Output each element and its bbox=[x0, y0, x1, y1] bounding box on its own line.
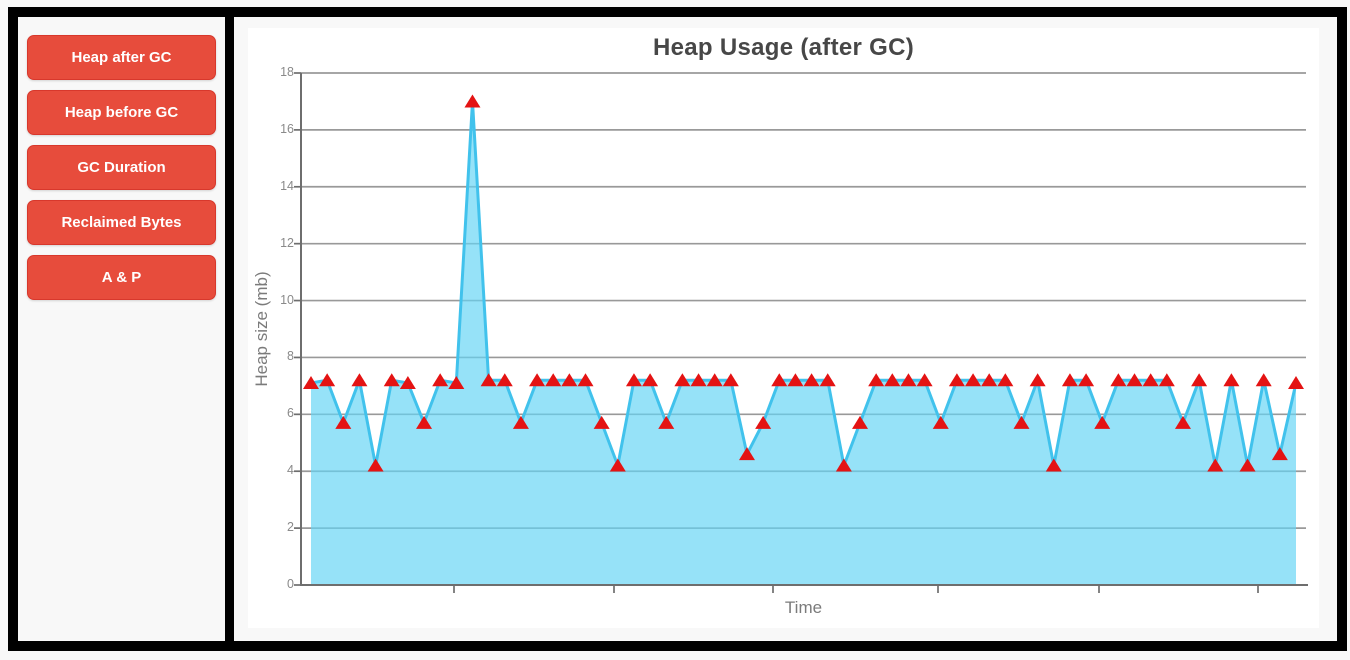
y-tick-label: 2 bbox=[287, 520, 294, 535]
y-tick-label: 10 bbox=[280, 292, 294, 307]
y-tick-label: 6 bbox=[287, 406, 294, 421]
chart-title: Heap Usage (after GC) bbox=[652, 34, 915, 61]
chart-container: Heap Usage (after GC) Heap size (mb) Tim… bbox=[248, 28, 1319, 628]
y-tick-label: 18 bbox=[280, 65, 294, 79]
heap-usage-chart bbox=[294, 72, 1308, 593]
y-tick-label: 4 bbox=[287, 463, 294, 478]
y-tick-label: 14 bbox=[280, 178, 294, 193]
sidebar-button-heap-before-gc[interactable]: Heap before GC bbox=[27, 90, 216, 135]
y-tick-label: 12 bbox=[280, 235, 294, 250]
sidebar-button-a-and-p[interactable]: A & P bbox=[27, 255, 216, 300]
chart-panel: Heap Usage (after GC) Heap size (mb) Tim… bbox=[234, 17, 1337, 641]
y-axis-label: Heap size (mb) bbox=[252, 271, 271, 387]
sidebar-button-heap-after-gc[interactable]: Heap after GC bbox=[27, 35, 216, 80]
x-axis-label: Time bbox=[784, 598, 823, 617]
y-tick-label: 8 bbox=[287, 349, 294, 364]
app-frame: Heap after GC Heap before GC GC Duration… bbox=[8, 7, 1347, 651]
sidebar-button-reclaimed-bytes[interactable]: Reclaimed Bytes bbox=[27, 200, 216, 245]
sidebar: Heap after GC Heap before GC GC Duration… bbox=[18, 17, 234, 641]
y-tick-label: 16 bbox=[280, 121, 294, 136]
sidebar-button-gc-duration[interactable]: GC Duration bbox=[27, 145, 216, 190]
y-tick-label: 0 bbox=[287, 577, 294, 591]
